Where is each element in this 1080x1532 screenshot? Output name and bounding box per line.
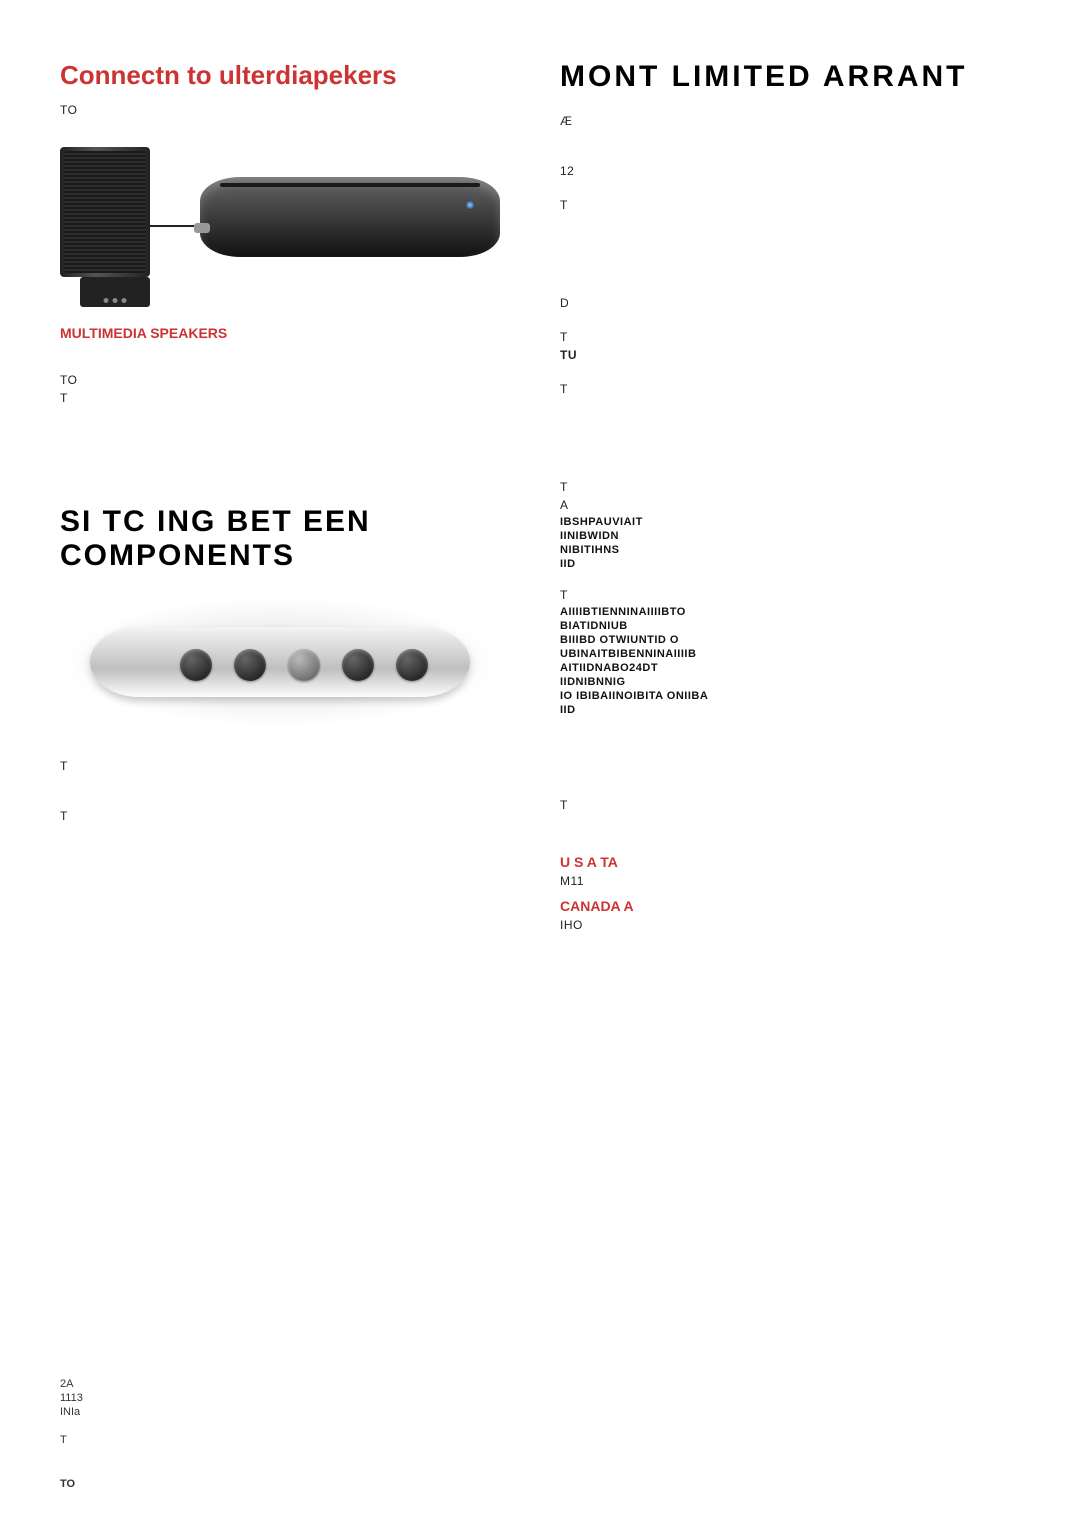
warranty-title: MONT LIMITED ARRANT — [560, 60, 1020, 94]
connect-intro: TO — [60, 103, 520, 117]
footer-line: INIa — [60, 1406, 1020, 1418]
remote-button-icon — [234, 649, 266, 681]
warranty-line-d: D — [560, 296, 1020, 310]
warranty-line-t4: T — [560, 480, 1020, 494]
warranty-fragment: NIBITIHNS — [560, 544, 1020, 556]
subwoofer-icon — [80, 277, 150, 307]
warranty-fragment: IO IBIBAIINOIBITA ONIIBA — [560, 690, 1020, 702]
left-column: Connectn to ulterdiapekers TO MULTIMEDIA… — [60, 60, 520, 936]
warranty-fragment: IBSHPAUVIAIT — [560, 516, 1020, 528]
remote-button-icon — [342, 649, 374, 681]
footer-line: TO — [60, 1478, 1020, 1490]
switching-title: SI TC ING BET EEN COMPONENTS — [60, 505, 520, 573]
power-led-icon — [466, 201, 474, 209]
warranty-fragment: IID — [560, 704, 1020, 716]
footer: 2A 1113 INIa T TO — [60, 1376, 1020, 1492]
speaker-icon — [60, 147, 150, 277]
warranty-fragment: BIATIDNIUB — [560, 620, 1020, 632]
remote-illustration — [60, 597, 500, 727]
audio-jack-icon — [194, 223, 210, 233]
footer-line: 2A — [60, 1378, 1020, 1390]
warranty-line-t6: T — [560, 798, 1020, 812]
warranty-line-t3: T — [560, 382, 1020, 396]
left-note-2: T — [60, 391, 520, 405]
page-columns: Connectn to ulterdiapekers TO MULTIMEDIA… — [60, 60, 1020, 936]
speakers-caption: MULTIMEDIA SPEAKERS — [60, 325, 520, 341]
canada-address: IHO — [560, 918, 1020, 932]
left-note-1: TO — [60, 373, 520, 387]
usa-address: M11 — [560, 874, 1020, 888]
warranty-fragment: IIDNIBNNIG — [560, 676, 1020, 688]
warranty-line-t1: T — [560, 198, 1020, 212]
switch-note-2: T — [60, 809, 520, 823]
remote-button-center-icon — [288, 649, 320, 681]
settop-box-icon — [200, 177, 500, 257]
right-column: MONT LIMITED ARRANT Æ 12 T D T TU T T A … — [560, 60, 1020, 936]
warranty-fragment: AIIIIBTIENNINAIIIIBTO — [560, 606, 1020, 618]
remote-body-icon — [90, 627, 470, 697]
warranty-fragment: AITIIDNABO24DT — [560, 662, 1020, 674]
warranty-fragment: IINIBWIDN — [560, 530, 1020, 542]
disc-slot-icon — [220, 183, 480, 187]
speakers-illustration — [60, 137, 500, 317]
warranty-fragment: BIIIBD OTWIUNTID O — [560, 634, 1020, 646]
usa-heading: U S A TA — [560, 854, 1020, 870]
speaker-grille-icon — [64, 151, 146, 273]
warranty-line-12: 12 — [560, 164, 1020, 178]
footer-line: 1113 — [60, 1392, 1020, 1404]
warranty-line-a: A — [560, 498, 1020, 512]
warranty-fragment: IID — [560, 558, 1020, 570]
remote-button-icon — [180, 649, 212, 681]
warranty-line-t2: T — [560, 330, 1020, 344]
warranty-line-ae: Æ — [560, 114, 1020, 128]
warranty-fragment: UBINAITBIBENNINAIIIIB — [560, 648, 1020, 660]
remote-button-icon — [396, 649, 428, 681]
switch-note-1: T — [60, 759, 520, 773]
warranty-line-t5: T — [560, 588, 1020, 602]
canada-heading: CANADA A — [560, 898, 1020, 914]
connect-title: Connectn to ulterdiapekers — [60, 60, 520, 91]
warranty-line-tu: TU — [560, 348, 1020, 362]
footer-line: T — [60, 1434, 1020, 1446]
